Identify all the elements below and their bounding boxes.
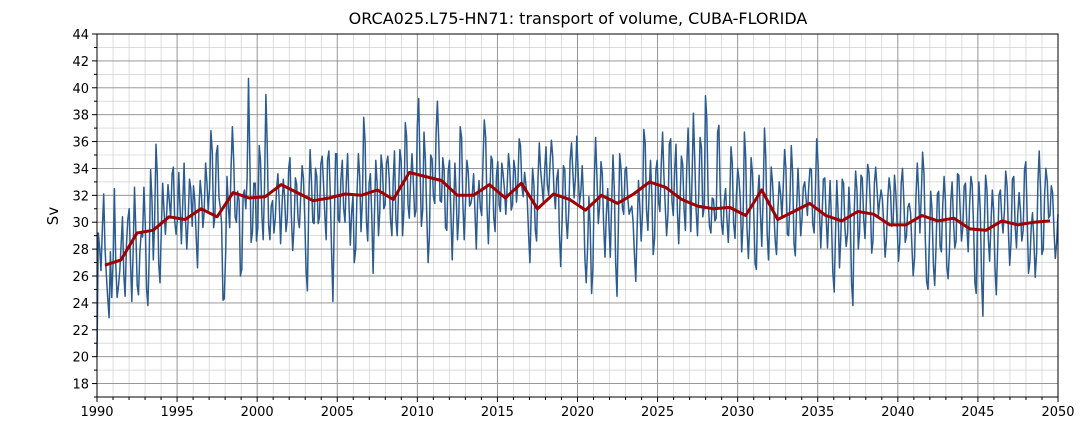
x-axis: 1990 1995 2000 2005 2010 2015 2020 2025 2030 2035… [80, 397, 1075, 420]
y-tick-label: 42 [72, 55, 89, 70]
x-tick-label: 2030 [721, 405, 754, 420]
y-tick-label: 40 [72, 82, 89, 97]
x-tick-label: 2040 [881, 405, 914, 420]
chart-title: ORCA025.L75-HN71: transport of volume, C… [349, 9, 808, 28]
grid [96, 33, 1059, 398]
y-axis: 18 20 22 24 26 28 30 32 34 36 38 40 42 44 [72, 28, 97, 398]
x-tick-label: 2010 [401, 405, 434, 420]
x-tick-label: 2020 [561, 405, 594, 420]
y-tick-label: 26 [72, 270, 89, 285]
y-tick-label: 22 [72, 324, 89, 339]
y-tick-label: 36 [72, 136, 89, 151]
x-tick-label: 2000 [241, 405, 274, 420]
y-tick-label: 30 [72, 216, 89, 231]
x-tick-label: 2005 [321, 405, 354, 420]
y-tick-label: 20 [72, 351, 89, 366]
series-line-monthly [96, 77, 1059, 357]
y-tick-label: 34 [72, 162, 89, 177]
x-tick-label: 2015 [481, 405, 514, 420]
y-tick-label: 38 [72, 109, 89, 124]
y-tick-label: 24 [72, 297, 89, 312]
x-tick-label: 1990 [80, 405, 113, 420]
y-tick-label: 32 [72, 189, 89, 204]
x-tick-label: 2025 [641, 405, 674, 420]
y-tick-label: 18 [72, 378, 89, 393]
y-tick-label: 44 [72, 28, 89, 43]
plot-lines [96, 77, 1059, 357]
x-tick-label: 2035 [801, 405, 834, 420]
y-axis-label: Sv [44, 207, 62, 226]
x-tick-label: 1995 [161, 405, 194, 420]
series-line-annual-mean [104, 171, 1051, 267]
x-tick-label: 2045 [961, 405, 994, 420]
x-tick-label: 2050 [1041, 405, 1074, 420]
y-tick-label: 28 [72, 243, 89, 258]
